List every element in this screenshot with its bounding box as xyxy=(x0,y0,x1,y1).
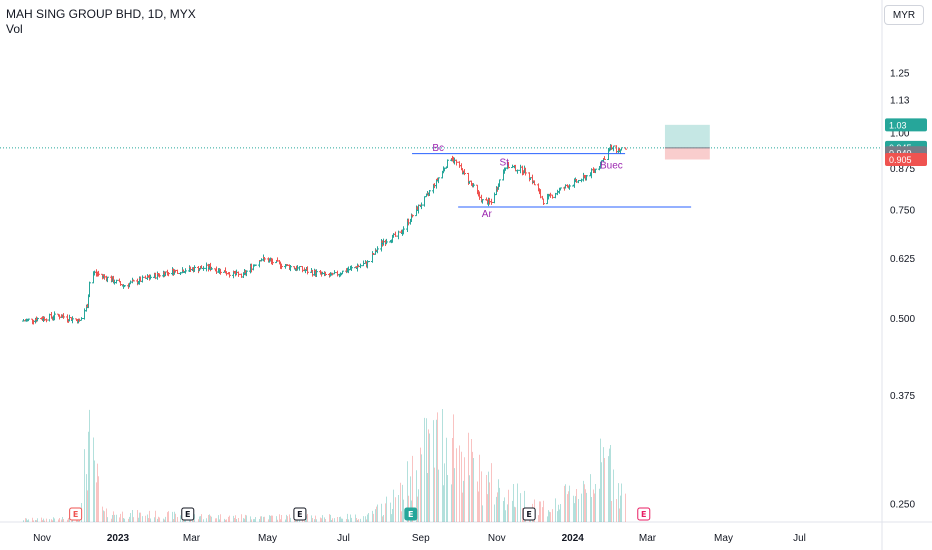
price-badge: 0.905 xyxy=(885,152,927,166)
earnings-marker[interactable]: E xyxy=(404,507,418,521)
y-tick-label: 0.375 xyxy=(890,391,915,402)
annotation-label: Buec xyxy=(600,161,623,172)
price-badge-value: 0.905 xyxy=(889,155,912,165)
earnings-marker-label: E xyxy=(73,510,78,519)
stop-zone xyxy=(664,147,710,160)
earnings-marker[interactable]: E xyxy=(293,507,307,521)
earnings-marker-box xyxy=(69,507,83,521)
earnings-marker-box xyxy=(293,507,307,521)
x-tick-label: Jul xyxy=(337,533,350,544)
volume-legend[interactable]: Vol xyxy=(6,22,23,36)
symbol-legend[interactable]: MAH SING GROUP BHD, 1D, MYX xyxy=(6,7,196,21)
y-tick-label: 0.500 xyxy=(890,314,915,325)
earnings-marker-box xyxy=(522,507,536,521)
currency-button[interactable]: MYR xyxy=(884,5,924,25)
y-tick-label: 0.750 xyxy=(890,205,915,216)
earnings-marker-label: E xyxy=(185,510,190,519)
annotation-label: St xyxy=(500,157,510,168)
ohlc-bars xyxy=(22,144,627,325)
x-tick-label: Mar xyxy=(183,533,201,544)
price-badge-bg xyxy=(885,152,927,166)
x-tick-label: 2024 xyxy=(562,533,585,544)
y-tick-label: 0.250 xyxy=(890,500,915,511)
earnings-marker-label: E xyxy=(641,510,646,519)
annotation-label: Ar xyxy=(482,209,493,220)
earnings-marker-box xyxy=(637,507,651,521)
earnings-marker-label: E xyxy=(526,510,531,519)
earnings-marker-label: E xyxy=(408,510,413,519)
x-tick-label: 2023 xyxy=(107,533,130,544)
x-tick-label: Mar xyxy=(639,533,657,544)
price-badge-value: 1.03 xyxy=(889,120,907,130)
x-tick-label: May xyxy=(714,533,733,544)
y-tick-label: 1.25 xyxy=(890,69,910,80)
y-tick-label: 0.625 xyxy=(890,254,915,265)
price-badge: 1.03 xyxy=(885,118,927,132)
price-badge-bg xyxy=(885,118,927,132)
x-tick-label: Nov xyxy=(33,533,51,544)
x-tick-label: Sep xyxy=(412,533,430,544)
earnings-marker-label: E xyxy=(297,510,302,519)
earnings-marker[interactable]: E xyxy=(637,507,651,521)
x-tick-label: May xyxy=(258,533,277,544)
y-tick-label: 0.875 xyxy=(890,164,915,175)
annotation-label: Bc xyxy=(432,143,444,154)
earnings-marker[interactable]: E xyxy=(522,507,536,521)
target-zone xyxy=(664,124,710,148)
x-tick-label: Jul xyxy=(793,533,806,544)
earnings-marker[interactable]: E xyxy=(181,507,195,521)
earnings-marker-box xyxy=(404,507,418,521)
y-tick-label: 1.00 xyxy=(890,128,910,139)
earnings-marker-box xyxy=(181,507,195,521)
x-tick-label: Nov xyxy=(488,533,506,544)
volume-bars xyxy=(23,409,626,522)
y-tick-label: 1.13 xyxy=(890,96,910,107)
earnings-marker[interactable]: E xyxy=(69,507,83,521)
